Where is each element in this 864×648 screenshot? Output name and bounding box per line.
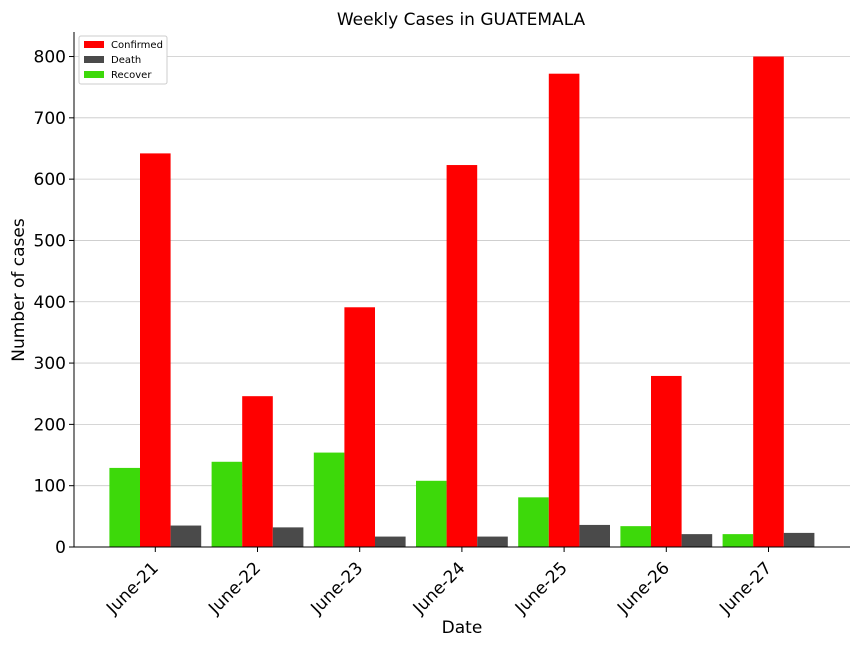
x-tick-label: June-24: [409, 558, 470, 619]
bar-recover-june-22: [211, 461, 243, 547]
x-tick-label: June-25: [511, 558, 572, 619]
x-tick-label: June-27: [715, 558, 776, 619]
bar-death-june-23: [375, 536, 406, 547]
bar-recover-june-24: [416, 480, 447, 547]
legend-label-death: Death: [111, 55, 141, 66]
y-tick-label: 700: [34, 109, 66, 129]
bar-confirmed-june-26: [651, 375, 682, 547]
bar-death-june-21: [170, 525, 202, 547]
legend: Confirmed Death Recover: [78, 35, 168, 85]
x-tick-label: June-26: [613, 558, 674, 619]
bar-recover-june-23: [313, 452, 345, 547]
y-tick-label: 600: [34, 170, 66, 190]
chart-title: Weekly Cases in GUATEMALA: [337, 10, 586, 30]
legend-swatch-recover: [84, 71, 104, 78]
y-tick-label: 100: [34, 477, 66, 497]
y-tick-label: 400: [34, 293, 66, 313]
legend-swatch-death: [84, 56, 104, 63]
legend-swatch-confirmed: [84, 41, 104, 48]
legend-label-recover: Recover: [111, 70, 152, 81]
y-axis-label: Number of cases: [9, 218, 29, 362]
bar-death-june-22: [272, 527, 304, 547]
bar-confirmed-june-23: [344, 307, 375, 547]
bar-confirmed-june-24: [446, 165, 478, 547]
x-axis-label: Date: [442, 618, 483, 638]
bar-recover-june-27: [722, 534, 754, 547]
y-tick-label: 0: [55, 538, 66, 558]
y-tick-label: 500: [34, 231, 66, 251]
bar-recover-june-26: [620, 526, 651, 547]
x-tick-label: June-21: [102, 558, 163, 619]
legend-label-confirmed: Confirmed: [111, 40, 163, 51]
y-tick-label: 200: [34, 415, 66, 435]
x-tick-label: June-22: [204, 558, 265, 619]
y-tick-label: 300: [34, 354, 66, 374]
bar-confirmed-june-22: [242, 396, 273, 547]
bar-death-june-26: [681, 534, 713, 547]
bar-death-june-25: [579, 524, 610, 547]
bar-confirmed-june-21: [140, 153, 171, 547]
bar-death-june-24: [477, 536, 508, 547]
bar-confirmed-june-27: [753, 56, 784, 548]
axes: [69, 32, 850, 552]
bar-death-june-27: [783, 532, 815, 547]
bar-recover-june-21: [109, 467, 140, 547]
bars: [109, 56, 815, 548]
x-tick-label: June-23: [307, 558, 368, 619]
y-tick-label: 800: [34, 48, 66, 68]
bar-confirmed-june-25: [548, 73, 580, 547]
bar-recover-june-25: [518, 497, 549, 547]
